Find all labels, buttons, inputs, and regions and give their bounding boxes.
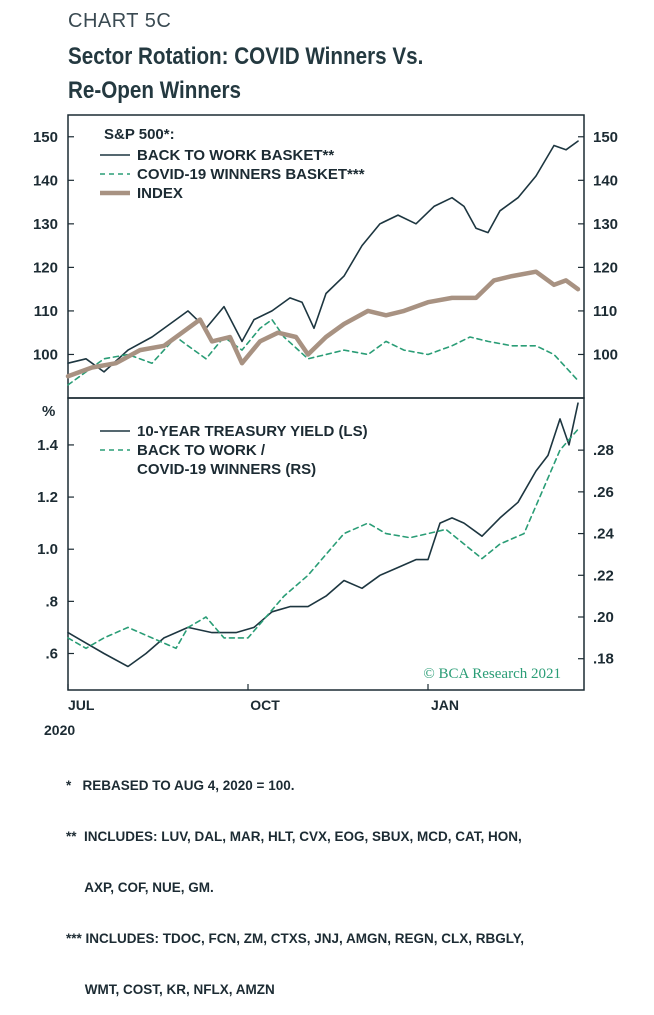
x-axis-year-label: 2020 [44, 722, 76, 738]
footnote-5: WMT, COST, KR, NFLX, AMZN [66, 982, 275, 997]
footnote-4: *** INCLUDES: TDOC, FCN, ZM, CTXS, JNJ, … [66, 931, 525, 946]
bottom-left-tick-label: .8 [45, 593, 58, 610]
bottom-right-tick-label: .18 [593, 651, 614, 668]
footnotes: * REBASED TO AUG 4, 2020 = 100. ** INCLU… [66, 743, 524, 1015]
top-left-tick-label: 100 [33, 346, 58, 363]
footnote-1: * REBASED TO AUG 4, 2020 = 100. [66, 778, 295, 793]
chart-title-line-2: Re-Open Winners [68, 77, 241, 104]
series-line-covid-winners [67, 318, 579, 386]
top-right-tick-label: 120 [593, 259, 618, 276]
top-legend-label: INDEX [137, 185, 183, 202]
bottom-right-tick-label: .24 [593, 526, 615, 543]
series-line-ratio [67, 428, 579, 650]
bottom-legend-label: 10-YEAR TREASURY YIELD (LS) [137, 423, 368, 440]
top-right-tick-label: 100 [593, 346, 618, 363]
bottom-panel-frame [67, 397, 585, 691]
bottom-right-tick-label: .22 [593, 567, 614, 584]
series-line-index [65, 269, 581, 379]
chart-title-line-1: Sector Rotation: COVID Winners Vs. [68, 43, 424, 70]
series-line-back-to-work [67, 140, 579, 373]
chart-title: Sector Rotation: COVID Winners Vs. Re-Op… [68, 40, 515, 108]
top-right-tick-label: 140 [593, 172, 618, 189]
top-legend-label: COVID-19 WINNERS BASKET*** [137, 166, 365, 183]
bottom-left-tick-label: 1.0 [37, 541, 58, 558]
bottom-right-tick-label: .28 [593, 442, 614, 459]
bottom-right-tick-label: .26 [593, 484, 614, 501]
top-left-tick-label: 150 [33, 129, 58, 146]
top-left-tick-label: 120 [33, 259, 58, 276]
bottom-legend-label: COVID-19 WINNERS (RS) [137, 461, 316, 478]
top-right-tick-label: 110 [593, 303, 617, 320]
series-line-treasury-yield [67, 402, 579, 668]
bottom-left-tick-label: 1.4 [37, 437, 59, 454]
top-right-tick-label: 150 [593, 129, 618, 146]
top-left-tick-label: 110 [34, 303, 58, 320]
bottom-left-tick-label: 1.2 [37, 489, 58, 506]
top-right-tick-label: 130 [593, 216, 618, 233]
top-legend-label: BACK TO WORK BASKET** [137, 147, 334, 164]
bottom-left-unit: % [42, 403, 55, 420]
watermark: © BCA Research 2021 [423, 666, 561, 682]
footnote-2: ** INCLUDES: LUV, DAL, MAR, HLT, CVX, EO… [66, 829, 522, 844]
footnote-3: AXP, COF, NUE, GM. [66, 880, 214, 895]
chart-area: JUL OCT JAN 100 100 110 110 120 120 130 130 140 140 1… [33, 114, 618, 713]
bottom-left-tick-label: .6 [45, 646, 58, 663]
x-tick-label: JUL [68, 697, 95, 713]
x-tick-label: JAN [431, 697, 459, 713]
top-legend-heading: S&P 500*: [104, 126, 175, 143]
bottom-legend-label: BACK TO WORK / [137, 442, 266, 459]
top-left-tick-label: 140 [33, 172, 58, 189]
top-left-tick-label: 130 [33, 216, 58, 233]
bottom-right-tick-label: .20 [593, 609, 614, 626]
chart-number: CHART 5C [68, 10, 172, 32]
x-tick-label: OCT [250, 697, 280, 713]
